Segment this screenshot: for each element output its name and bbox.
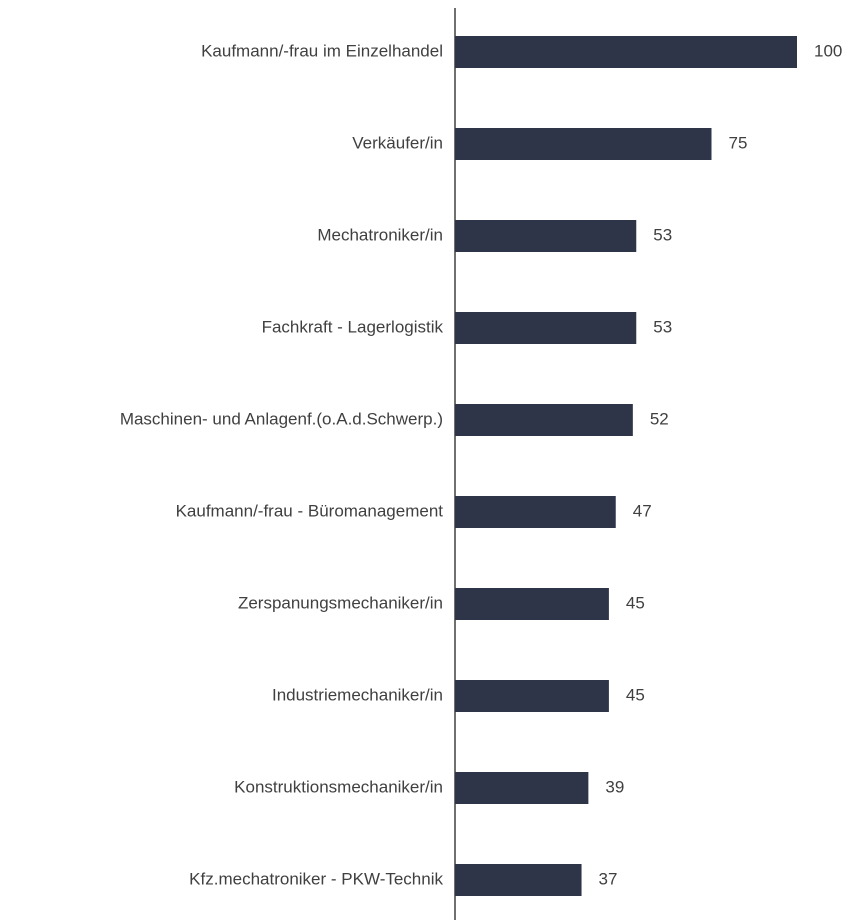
bar	[455, 496, 616, 528]
value-label: 53	[653, 225, 672, 244]
category-label: Mechatroniker/in	[317, 225, 443, 244]
category-label: Verkäufer/in	[352, 133, 443, 152]
category-label: Zerspanungsmechaniker/in	[238, 593, 443, 612]
category-label: Maschinen- und Anlagenf.(o.A.d.Schwerp.)	[120, 409, 443, 428]
category-label: Kaufmann/-frau - Büromanagement	[176, 501, 444, 520]
bar	[455, 588, 609, 620]
category-label: Kaufmann/-frau im Einzelhandel	[201, 41, 443, 60]
bar	[455, 128, 712, 160]
category-label: Kfz.mechatroniker - PKW-Technik	[189, 869, 443, 888]
value-label: 45	[626, 593, 645, 612]
bar	[455, 312, 637, 344]
category-label: Fachkraft - Lagerlogistik	[262, 317, 444, 336]
bar	[455, 680, 609, 712]
value-label: 52	[650, 409, 669, 428]
value-label: 100	[814, 41, 842, 60]
value-label: 37	[599, 869, 618, 888]
bar	[455, 864, 582, 896]
bar	[455, 220, 637, 252]
value-label: 53	[653, 317, 672, 336]
bar	[455, 36, 797, 68]
value-label: 47	[633, 501, 652, 520]
value-label: 75	[729, 133, 748, 152]
value-label: 39	[605, 777, 624, 796]
category-label: Konstruktionsmechaniker/in	[234, 777, 443, 796]
bar	[455, 404, 633, 436]
value-label: 45	[626, 685, 645, 704]
bar	[455, 772, 589, 804]
category-label: Industriemechaniker/in	[272, 685, 443, 704]
